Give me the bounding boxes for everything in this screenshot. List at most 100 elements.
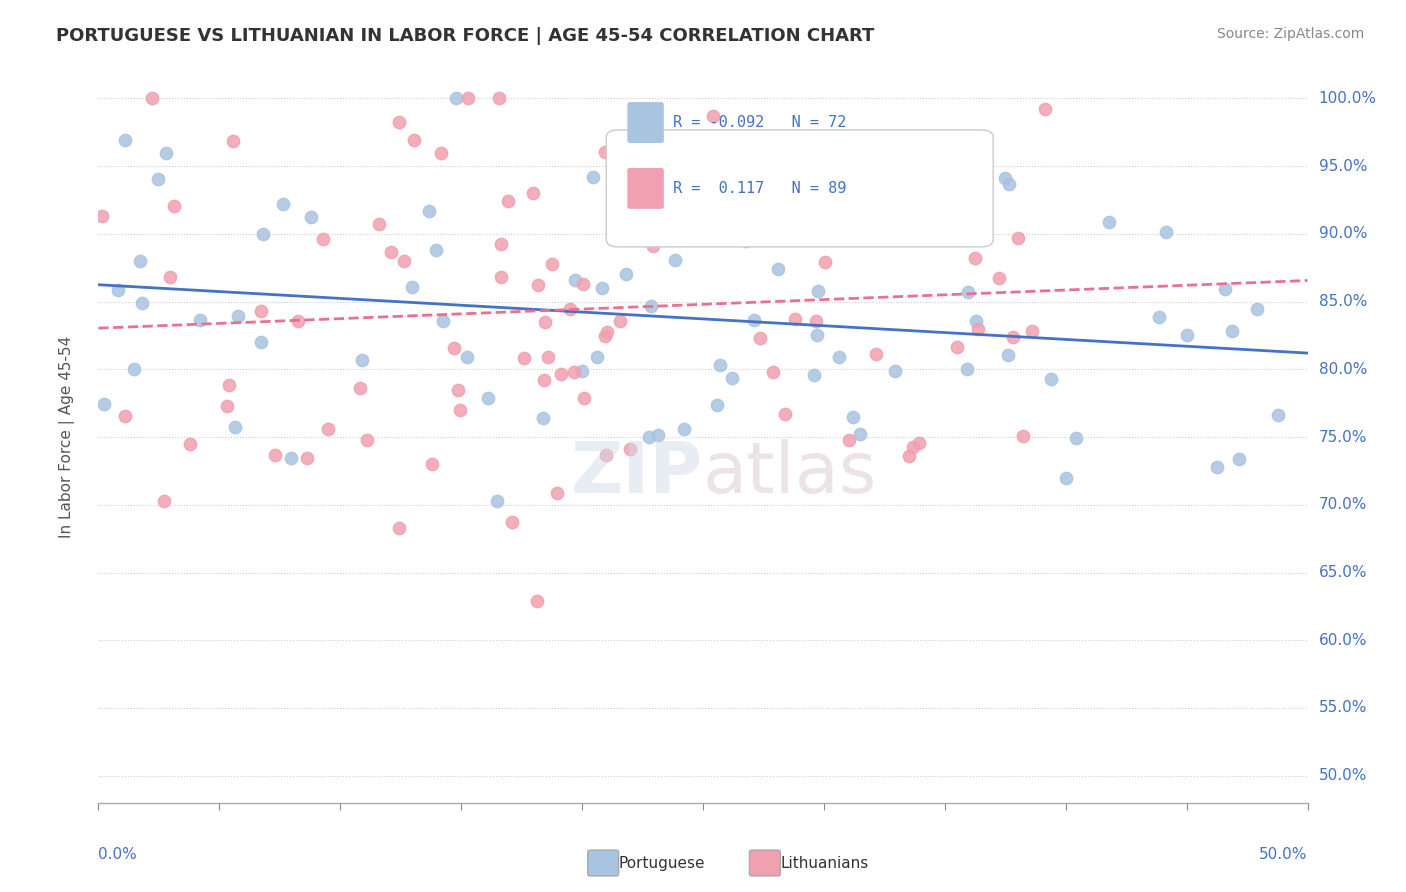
Text: 75.0%: 75.0% bbox=[1319, 430, 1367, 444]
Point bbox=[965, 314, 987, 328]
Text: 50.0%: 50.0% bbox=[1260, 847, 1308, 862]
Point bbox=[1147, 310, 1170, 325]
Point bbox=[1213, 282, 1236, 296]
Point bbox=[558, 302, 581, 317]
Point bbox=[787, 213, 810, 227]
Point bbox=[477, 391, 499, 405]
Point bbox=[967, 321, 990, 335]
Point bbox=[1066, 431, 1088, 445]
Point bbox=[425, 243, 447, 257]
Text: 70.0%: 70.0% bbox=[1319, 498, 1367, 512]
Point bbox=[249, 304, 271, 318]
Point bbox=[842, 410, 865, 425]
Point bbox=[1175, 328, 1198, 343]
Point bbox=[271, 197, 294, 211]
Point bbox=[706, 398, 728, 412]
Text: Lithuanians: Lithuanians bbox=[780, 855, 869, 871]
Point bbox=[643, 239, 665, 253]
FancyBboxPatch shape bbox=[606, 130, 993, 247]
Point bbox=[489, 236, 512, 251]
Point bbox=[146, 172, 169, 186]
Point bbox=[735, 234, 758, 248]
Text: atlas: atlas bbox=[703, 439, 877, 508]
Point bbox=[595, 328, 617, 343]
Point bbox=[485, 494, 508, 508]
Point bbox=[447, 383, 470, 397]
Text: 100.0%: 100.0% bbox=[1319, 91, 1376, 106]
Text: Portuguese: Portuguese bbox=[619, 855, 706, 871]
Point bbox=[222, 135, 245, 149]
Point bbox=[582, 170, 605, 185]
Point bbox=[672, 422, 695, 436]
Point bbox=[1021, 324, 1043, 338]
Point bbox=[1054, 471, 1077, 485]
Point bbox=[155, 146, 177, 161]
Point bbox=[1267, 409, 1289, 423]
Point bbox=[623, 225, 645, 239]
Point bbox=[449, 403, 471, 417]
Point bbox=[349, 381, 371, 395]
Point bbox=[107, 283, 129, 297]
Point bbox=[585, 350, 607, 364]
Point bbox=[593, 145, 616, 159]
Point bbox=[350, 352, 373, 367]
Point bbox=[967, 211, 990, 225]
Point bbox=[742, 313, 765, 327]
Point bbox=[401, 279, 423, 293]
Point bbox=[898, 449, 921, 463]
Point bbox=[724, 188, 747, 202]
Point bbox=[1001, 330, 1024, 344]
FancyBboxPatch shape bbox=[628, 169, 664, 208]
Point bbox=[775, 407, 797, 421]
Text: R = -0.092   N = 72: R = -0.092 N = 72 bbox=[672, 115, 846, 130]
Point bbox=[224, 420, 246, 434]
Point bbox=[536, 350, 558, 364]
Point bbox=[1246, 302, 1268, 317]
Point bbox=[534, 315, 557, 329]
Point bbox=[806, 284, 828, 298]
Point bbox=[388, 115, 411, 129]
Point bbox=[609, 314, 631, 328]
Text: 90.0%: 90.0% bbox=[1319, 227, 1367, 242]
Text: 0.0%: 0.0% bbox=[98, 847, 138, 862]
Point bbox=[596, 325, 619, 339]
Point bbox=[249, 334, 271, 349]
Point bbox=[956, 362, 979, 376]
Point bbox=[457, 91, 479, 105]
Point bbox=[614, 267, 637, 281]
Text: 95.0%: 95.0% bbox=[1319, 159, 1367, 174]
Text: 50.0%: 50.0% bbox=[1319, 768, 1367, 783]
Point bbox=[526, 594, 548, 608]
Point bbox=[702, 109, 724, 123]
Point bbox=[998, 177, 1021, 191]
Point bbox=[804, 314, 827, 328]
FancyBboxPatch shape bbox=[628, 103, 664, 143]
Point bbox=[842, 213, 865, 227]
Point bbox=[572, 277, 595, 292]
Point bbox=[1206, 459, 1229, 474]
Point bbox=[228, 310, 250, 324]
Point bbox=[709, 358, 731, 372]
Point bbox=[541, 258, 564, 272]
Point bbox=[1011, 428, 1033, 442]
Point bbox=[783, 311, 806, 326]
Point bbox=[1154, 225, 1177, 239]
Point bbox=[526, 277, 548, 292]
Point bbox=[636, 162, 658, 177]
Point bbox=[533, 373, 555, 387]
Point bbox=[761, 365, 783, 379]
Point bbox=[550, 368, 572, 382]
Point bbox=[841, 219, 863, 233]
Point bbox=[883, 364, 905, 378]
Point bbox=[640, 299, 662, 313]
Point bbox=[956, 285, 979, 299]
Point bbox=[806, 328, 828, 343]
Point bbox=[501, 515, 523, 529]
Point bbox=[858, 170, 880, 185]
Point bbox=[748, 331, 770, 345]
Point bbox=[664, 253, 686, 268]
Point bbox=[564, 365, 586, 379]
Point bbox=[93, 397, 115, 411]
Point bbox=[901, 440, 924, 454]
Point bbox=[380, 245, 402, 260]
